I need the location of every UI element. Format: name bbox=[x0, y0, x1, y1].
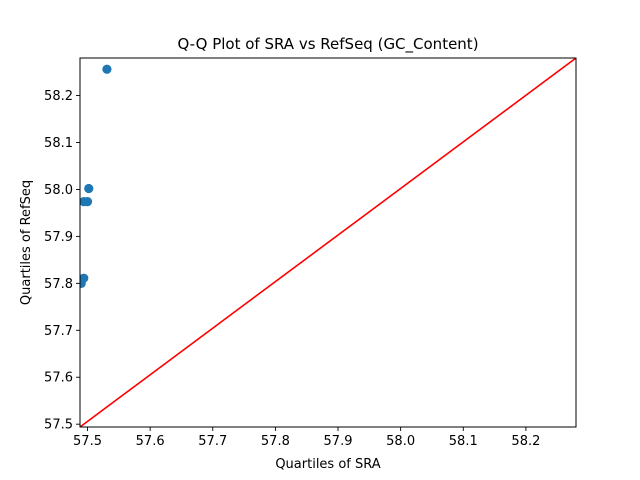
y-tick-label: 57.9 bbox=[44, 230, 73, 245]
y-tick-label: 58.2 bbox=[44, 89, 73, 104]
data-point bbox=[102, 64, 112, 74]
x-tick-label: 58.1 bbox=[449, 434, 478, 449]
reference-line bbox=[80, 58, 576, 427]
y-tick-label: 57.6 bbox=[44, 371, 73, 386]
x-tick-label: 57.5 bbox=[73, 434, 102, 449]
x-tick-label: 57.7 bbox=[198, 434, 227, 449]
y-tick-label: 57.5 bbox=[44, 418, 73, 433]
data-point bbox=[82, 197, 93, 207]
chart-title: Q-Q Plot of SRA vs RefSeq (GC_Content) bbox=[177, 35, 478, 54]
x-tick-label: 58.0 bbox=[386, 434, 415, 449]
y-tick-label: 57.7 bbox=[44, 324, 73, 339]
plot-frame bbox=[79, 57, 577, 428]
x-tick-label: 58.2 bbox=[511, 434, 540, 449]
y-tick-label: 58.1 bbox=[44, 136, 73, 151]
y-axis-label: Quartiles of RefSeq bbox=[19, 180, 34, 305]
x-tick-label: 57.9 bbox=[324, 434, 353, 449]
y-tick-label: 58.0 bbox=[44, 183, 73, 198]
x-axis-label: Quartiles of SRA bbox=[275, 457, 380, 472]
data-points-layer bbox=[80, 64, 112, 288]
x-axis-ticks: 57.5 57.6 57.7 57.8 57.9 58.0 58.1 58.2 bbox=[73, 427, 540, 449]
data-point bbox=[80, 273, 89, 283]
y-tick-label: 57.8 bbox=[44, 277, 73, 292]
reference-line-layer bbox=[80, 58, 576, 427]
data-point bbox=[84, 183, 94, 194]
y-axis-ticks: 57.5 57.6 57.7 57.8 57.9 58.0 58.1 58.2 bbox=[44, 89, 80, 433]
x-tick-label: 57.8 bbox=[261, 434, 290, 449]
x-tick-label: 57.6 bbox=[136, 434, 165, 449]
